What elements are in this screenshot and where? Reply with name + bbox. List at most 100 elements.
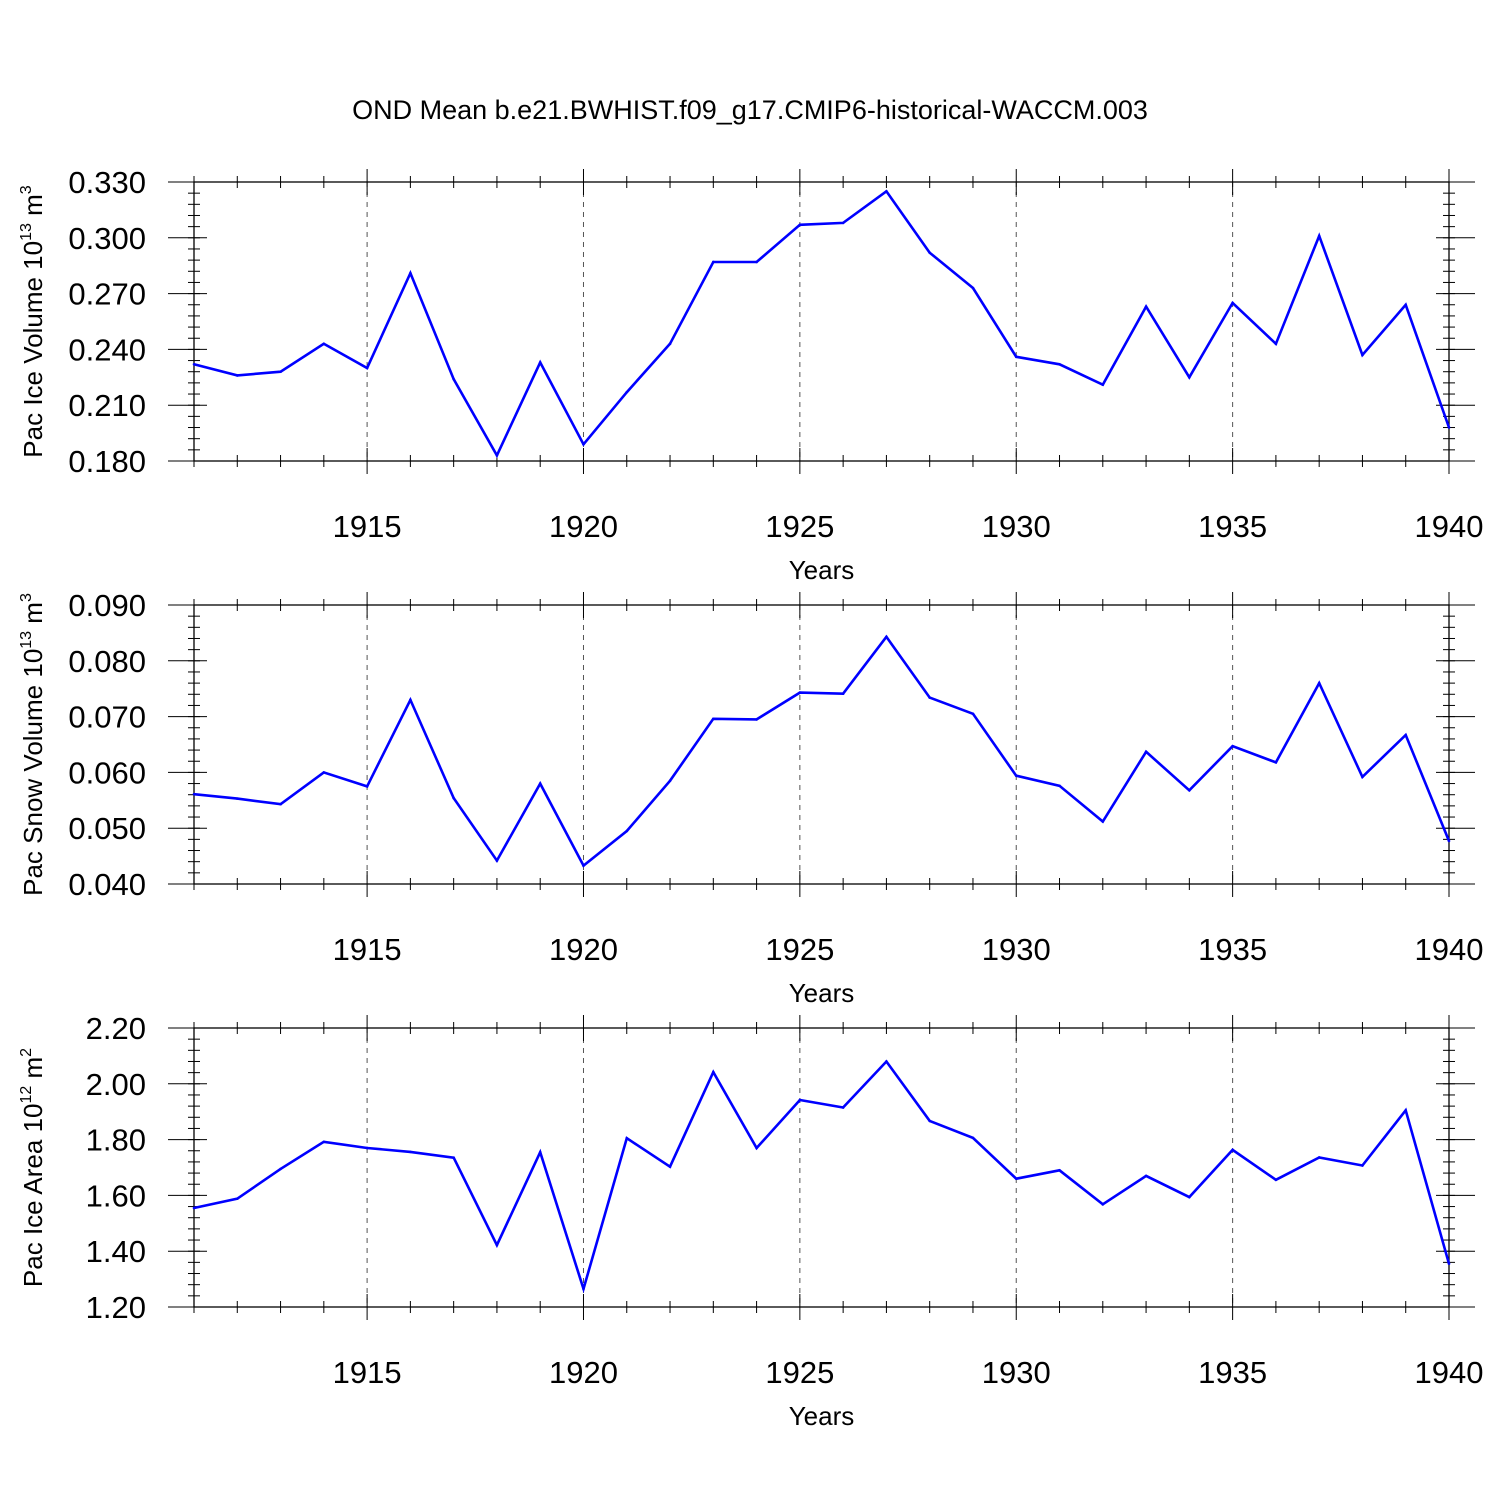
- data-point: [971, 1136, 975, 1140]
- data-point: [755, 718, 758, 721]
- data-point: [452, 377, 455, 381]
- x-tick-label: 1920: [549, 1355, 618, 1390]
- x-tick-label: 1935: [1198, 932, 1267, 967]
- data-point: [322, 771, 326, 774]
- data-point: [495, 859, 499, 862]
- y-axis-label: Pac Ice Area 1012 m2: [18, 1048, 48, 1287]
- data-point: [1447, 1262, 1451, 1266]
- data-point: [1361, 353, 1364, 357]
- data-point: [1317, 1156, 1321, 1159]
- data-point: [1101, 383, 1105, 387]
- y-tick-label: 2.20: [86, 1011, 146, 1046]
- y-tick-label: 0.070: [68, 700, 146, 735]
- data-point: [192, 362, 196, 366]
- y-tick-label: 0.270: [68, 277, 146, 312]
- y-tick-label: 0.060: [68, 755, 146, 790]
- data-point: [235, 374, 239, 377]
- data-point: [1404, 303, 1408, 307]
- data-point: [1188, 1195, 1191, 1199]
- data-point: [409, 1150, 412, 1154]
- data-point: [798, 223, 802, 227]
- data-point: [365, 366, 369, 370]
- y-tick-label: 1.40: [86, 1234, 146, 1269]
- series-line-pac-snow-volume: [193, 634, 1451, 868]
- data-point: [885, 635, 888, 639]
- y-tick-label: 0.080: [68, 644, 146, 679]
- data-point: [928, 251, 931, 254]
- data-point: [452, 796, 455, 800]
- x-tick-label: 1940: [1415, 509, 1484, 544]
- data-point: [1274, 1178, 1278, 1182]
- data-point: [235, 1197, 239, 1201]
- plot-frame: [193, 604, 1450, 885]
- data-point: [1447, 839, 1451, 843]
- data-point: [885, 1060, 888, 1063]
- y-axis-label-text: Pac Ice Volume 10: [18, 241, 48, 458]
- data-point: [625, 829, 629, 833]
- data-point: [712, 1070, 715, 1074]
- data-point: [755, 260, 758, 264]
- y-tick-label: 0.050: [68, 811, 146, 846]
- data-point: [365, 1146, 369, 1150]
- y-axis-label-exponent: 12: [18, 1086, 35, 1104]
- data-point: [841, 221, 845, 225]
- data-point: [582, 1287, 585, 1291]
- data-point: [1058, 784, 1061, 788]
- x-tick-label: 1915: [333, 1355, 402, 1390]
- y-axis-label-unit-exponent: 3: [18, 185, 35, 194]
- data-point: [625, 1136, 629, 1140]
- data-point: [1317, 681, 1321, 685]
- x-tick-label: 1925: [765, 509, 834, 544]
- data-point: [538, 782, 542, 785]
- y-axis-label-unit-exponent: 3: [18, 593, 35, 602]
- y-axis-label: Pac Ice Volume 1013 m3: [18, 185, 48, 458]
- data-point: [798, 691, 802, 694]
- data-point: [409, 271, 412, 275]
- y-tick-label: 1.60: [86, 1178, 146, 1213]
- y-tick-label: 0.090: [68, 588, 146, 623]
- x-tick-label: 1940: [1415, 1355, 1484, 1390]
- data-point: [841, 1106, 845, 1109]
- data-point: [755, 1146, 758, 1150]
- data-point: [885, 190, 888, 193]
- y-tick-label: 0.300: [68, 221, 146, 256]
- x-tick-label: 1930: [982, 509, 1051, 544]
- data-point: [1231, 301, 1234, 305]
- y-tick-label: 0.330: [68, 165, 146, 200]
- x-tick-label: 1930: [982, 1355, 1051, 1390]
- x-axis-label: Years: [789, 978, 855, 1008]
- data-point: [1231, 744, 1234, 748]
- data-point: [1404, 1109, 1408, 1112]
- data-point: [235, 797, 239, 800]
- data-point: [1404, 733, 1408, 737]
- data-point: [1014, 774, 1018, 778]
- x-tick-label: 1925: [765, 932, 834, 967]
- y-axis-label-exponent: 13: [18, 223, 35, 241]
- x-tick-label: 1935: [1198, 1355, 1267, 1390]
- y-axis-label-unit-exponent: 2: [18, 1048, 35, 1057]
- data-point: [322, 342, 326, 346]
- data-point: [712, 717, 715, 721]
- panels: 1915 1920 1925 1930 1935 1940 0.180 0.210 0.240 0…: [18, 165, 1483, 1431]
- data-point: [1014, 355, 1018, 359]
- data-point: [1144, 1174, 1148, 1178]
- data-point: [452, 1156, 455, 1160]
- data-point: [712, 260, 715, 264]
- x-axis-label: Years: [789, 555, 855, 585]
- data-point: [1144, 750, 1148, 754]
- series-line-pac-ice-volume: [193, 189, 1451, 459]
- data-point: [538, 361, 542, 364]
- data-point: [1101, 1203, 1105, 1206]
- y-axis-label-exponent: 13: [18, 631, 35, 649]
- plot-frame: [193, 1027, 1450, 1308]
- data-point: [841, 692, 845, 696]
- data-point: [1058, 362, 1061, 366]
- data-point: [1274, 342, 1278, 346]
- x-tick-label: 1940: [1415, 932, 1484, 967]
- y-tick-label: 1.20: [86, 1290, 146, 1325]
- data-point: [582, 442, 585, 446]
- data-point: [495, 1243, 499, 1247]
- x-tick-label: 1915: [333, 932, 402, 967]
- data-point: [365, 785, 369, 788]
- y-tick-label: 2.00: [86, 1067, 146, 1102]
